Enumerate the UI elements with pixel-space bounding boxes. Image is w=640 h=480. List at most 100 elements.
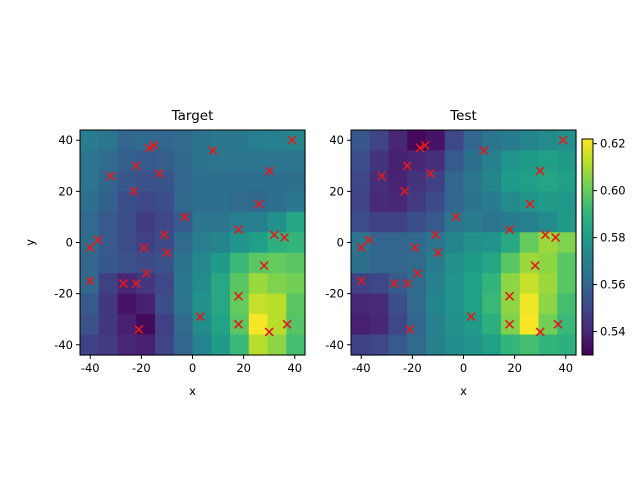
heatmap-cell xyxy=(463,293,483,315)
heatmap-cell xyxy=(538,191,558,213)
heatmap-cell xyxy=(230,130,250,152)
heatmap-cell xyxy=(463,232,483,254)
heatmap-cell xyxy=(248,232,269,254)
heatmap-cell xyxy=(369,211,390,233)
heatmap-cell xyxy=(444,211,465,233)
heatmap-cell xyxy=(230,232,250,254)
test-title: Test xyxy=(449,108,477,124)
heatmap-cell xyxy=(369,273,390,295)
heatmap-cell xyxy=(538,334,558,356)
heatmap-cell xyxy=(519,252,540,274)
heatmap-cell xyxy=(286,150,306,172)
heatmap-cell xyxy=(557,293,577,315)
data-point-marker xyxy=(356,276,366,286)
y-tick-label: 20 xyxy=(58,184,73,198)
heatmap-cell xyxy=(369,314,390,336)
heatmap-cell xyxy=(248,211,269,233)
heatmap-cell xyxy=(211,293,231,315)
heatmap-cell xyxy=(117,130,137,152)
heatmap-cell xyxy=(407,191,427,213)
data-point-marker xyxy=(415,143,425,153)
heatmap-cell xyxy=(117,334,137,356)
heatmap-cell xyxy=(557,232,577,254)
heatmap-cell xyxy=(155,314,175,336)
heatmap-cell xyxy=(136,150,156,172)
heatmap-cell xyxy=(351,293,371,315)
heatmap-cell xyxy=(538,150,558,172)
heatmap-cell xyxy=(136,191,156,213)
x-tick-label: 0 xyxy=(189,361,196,375)
y-tick-label: -40 xyxy=(54,338,73,352)
heatmap-cell xyxy=(117,273,137,295)
data-point-marker xyxy=(118,278,129,288)
target-y-label: y xyxy=(23,239,37,246)
heatmap-cell xyxy=(463,191,483,213)
data-point-marker xyxy=(269,230,279,240)
heatmap-cell xyxy=(248,252,269,274)
heatmap-cell xyxy=(80,130,100,152)
heatmap-cell xyxy=(369,232,390,254)
y-tick-label: 20 xyxy=(329,184,344,198)
heatmap-cell xyxy=(407,293,427,315)
heatmap-cell xyxy=(230,211,250,233)
y-tick-label: -20 xyxy=(325,287,344,301)
heatmap-cell xyxy=(482,334,502,356)
heatmap-cell xyxy=(351,273,371,295)
data-point-marker xyxy=(530,260,540,271)
heatmap-cell xyxy=(267,293,287,315)
heatmap-cell xyxy=(267,130,287,152)
x-tick-label: 40 xyxy=(287,361,302,375)
heatmap-cell xyxy=(351,130,371,152)
heatmap-cell xyxy=(80,293,100,315)
heatmap-cell xyxy=(117,191,137,213)
x-tick-label: -40 xyxy=(81,361,100,375)
heatmap-cell xyxy=(98,252,119,274)
heatmap-cell xyxy=(519,191,540,213)
heatmap-cell xyxy=(230,150,250,172)
data-point-marker xyxy=(433,248,443,258)
heatmap-cell xyxy=(482,211,502,233)
heatmap-cell xyxy=(388,252,408,274)
heatmap-cell xyxy=(117,314,137,336)
test-heatmap xyxy=(351,130,577,356)
heatmap-cell xyxy=(426,293,446,315)
data-point-marker xyxy=(402,161,412,171)
heatmap-cell xyxy=(426,232,446,254)
data-point-marker xyxy=(479,145,489,156)
heatmap-cell xyxy=(519,232,540,254)
data-point-marker xyxy=(451,212,461,222)
heatmap-cell xyxy=(407,170,427,192)
heatmap-cell xyxy=(192,130,212,152)
data-point-marker xyxy=(259,260,269,271)
y-tick-label: 0 xyxy=(66,236,73,250)
heatmap-cell xyxy=(482,150,502,172)
heatmap-cell xyxy=(463,252,483,274)
heatmap-cell xyxy=(426,191,446,213)
heatmap-cell xyxy=(117,170,137,192)
heatmap-cell xyxy=(98,130,119,152)
heatmap-cell xyxy=(80,252,100,274)
heatmap-cell xyxy=(136,293,156,315)
heatmap-cell xyxy=(211,334,231,356)
x-tick-label: -20 xyxy=(403,361,422,375)
heatmap-cell xyxy=(286,170,306,192)
target-panel: -40 -20 0 20 40 -40 -20 0 20 40 Target x y xyxy=(23,108,306,398)
heatmap-cell xyxy=(407,252,427,274)
data-point-marker xyxy=(180,212,190,222)
heatmap-cell xyxy=(463,334,483,356)
data-point-marker xyxy=(504,291,515,301)
colorbar-tick-label: 0.54 xyxy=(600,325,626,339)
heatmap-cell xyxy=(117,150,137,172)
heatmap-cell xyxy=(173,273,194,295)
heatmap-cell xyxy=(267,170,287,192)
heatmap-cell xyxy=(444,191,465,213)
heatmap-cell xyxy=(248,273,269,295)
y-tick-label: -20 xyxy=(54,287,73,301)
heatmap-cell xyxy=(463,211,483,233)
data-point-marker xyxy=(410,243,420,253)
heatmap-cell xyxy=(482,314,502,336)
target-heatmap xyxy=(80,130,306,356)
heatmap-cell xyxy=(117,211,137,233)
heatmap-cell xyxy=(211,191,231,213)
